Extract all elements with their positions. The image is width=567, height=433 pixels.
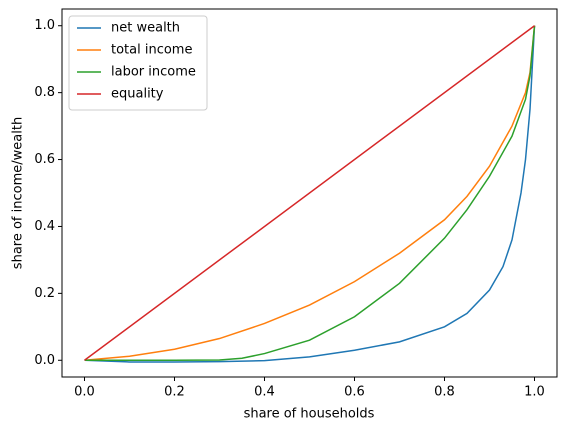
x-tick-label: 1.0 xyxy=(524,385,545,400)
legend-label: net wealth xyxy=(111,21,180,36)
x-tick-label: 0.6 xyxy=(344,385,365,400)
legend-box xyxy=(68,15,208,111)
x-axis-label: share of households xyxy=(244,407,375,422)
line-series xyxy=(84,25,535,361)
x-tick-label: 0.0 xyxy=(74,385,95,400)
y-axis-label: share of income/wealth xyxy=(11,117,26,269)
legend-label: total income xyxy=(111,43,192,58)
x-tick-label: 0.4 xyxy=(254,385,275,400)
line-series xyxy=(84,25,536,362)
y-tick-label: 0.6 xyxy=(34,152,55,167)
legend-label: equality xyxy=(111,87,164,102)
plot-frame xyxy=(61,8,558,378)
y-tick-label: 0.2 xyxy=(34,286,55,301)
x-tick-label: 0.2 xyxy=(164,385,185,400)
legend-label: labor income xyxy=(111,65,196,80)
line-series xyxy=(84,25,536,363)
line-series xyxy=(84,25,536,362)
y-tick-label: 0.8 xyxy=(34,85,55,100)
x-tick-label: 0.8 xyxy=(434,385,455,400)
y-tick-label: 0.4 xyxy=(34,219,55,234)
y-tick-label: 0.0 xyxy=(34,353,55,368)
y-tick-label: 1.0 xyxy=(34,18,55,33)
